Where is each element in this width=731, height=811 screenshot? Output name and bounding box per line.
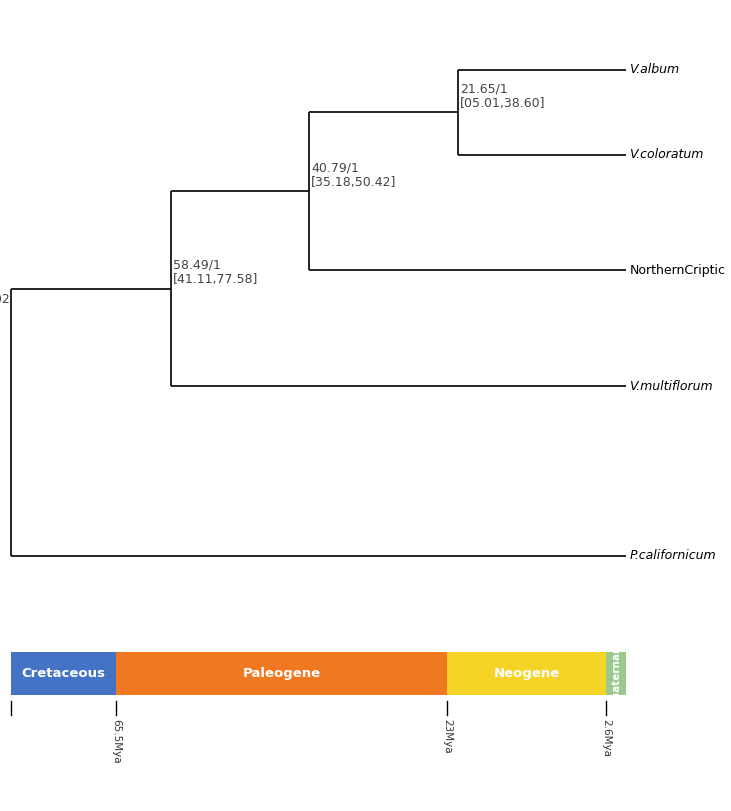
Text: V.multiflorum: V.multiflorum <box>629 380 713 393</box>
Text: 2.6Mya: 2.6Mya <box>601 719 611 757</box>
Text: [41.11,77.58]: [41.11,77.58] <box>173 273 259 286</box>
Text: Cretaceous: Cretaceous <box>22 667 106 680</box>
Text: NorthernCriptic: NorthernCriptic <box>629 264 725 277</box>
Text: 21.65/1: 21.65/1 <box>461 82 508 96</box>
Text: V.coloratum: V.coloratum <box>629 148 704 161</box>
Text: Paleogene: Paleogene <box>243 667 321 680</box>
Bar <box>606 652 626 695</box>
Text: [35.18,50.42]: [35.18,50.42] <box>311 176 396 189</box>
Text: V.album: V.album <box>629 63 680 76</box>
Text: Neogene: Neogene <box>493 667 560 680</box>
Bar <box>447 652 606 695</box>
Text: 23Mya: 23Mya <box>442 719 452 753</box>
Text: 58.49/1: 58.49/1 <box>173 259 221 272</box>
Bar <box>11 652 116 695</box>
Text: Quaternary: Quaternary <box>611 640 621 707</box>
Text: 79.02: 79.02 <box>0 293 10 306</box>
Text: 65.5Mya: 65.5Mya <box>111 719 121 763</box>
Bar <box>116 652 447 695</box>
Text: P.californicum: P.californicum <box>629 550 716 563</box>
Text: 40.79/1: 40.79/1 <box>311 161 359 174</box>
Text: [05.01,38.60]: [05.01,38.60] <box>461 97 545 109</box>
